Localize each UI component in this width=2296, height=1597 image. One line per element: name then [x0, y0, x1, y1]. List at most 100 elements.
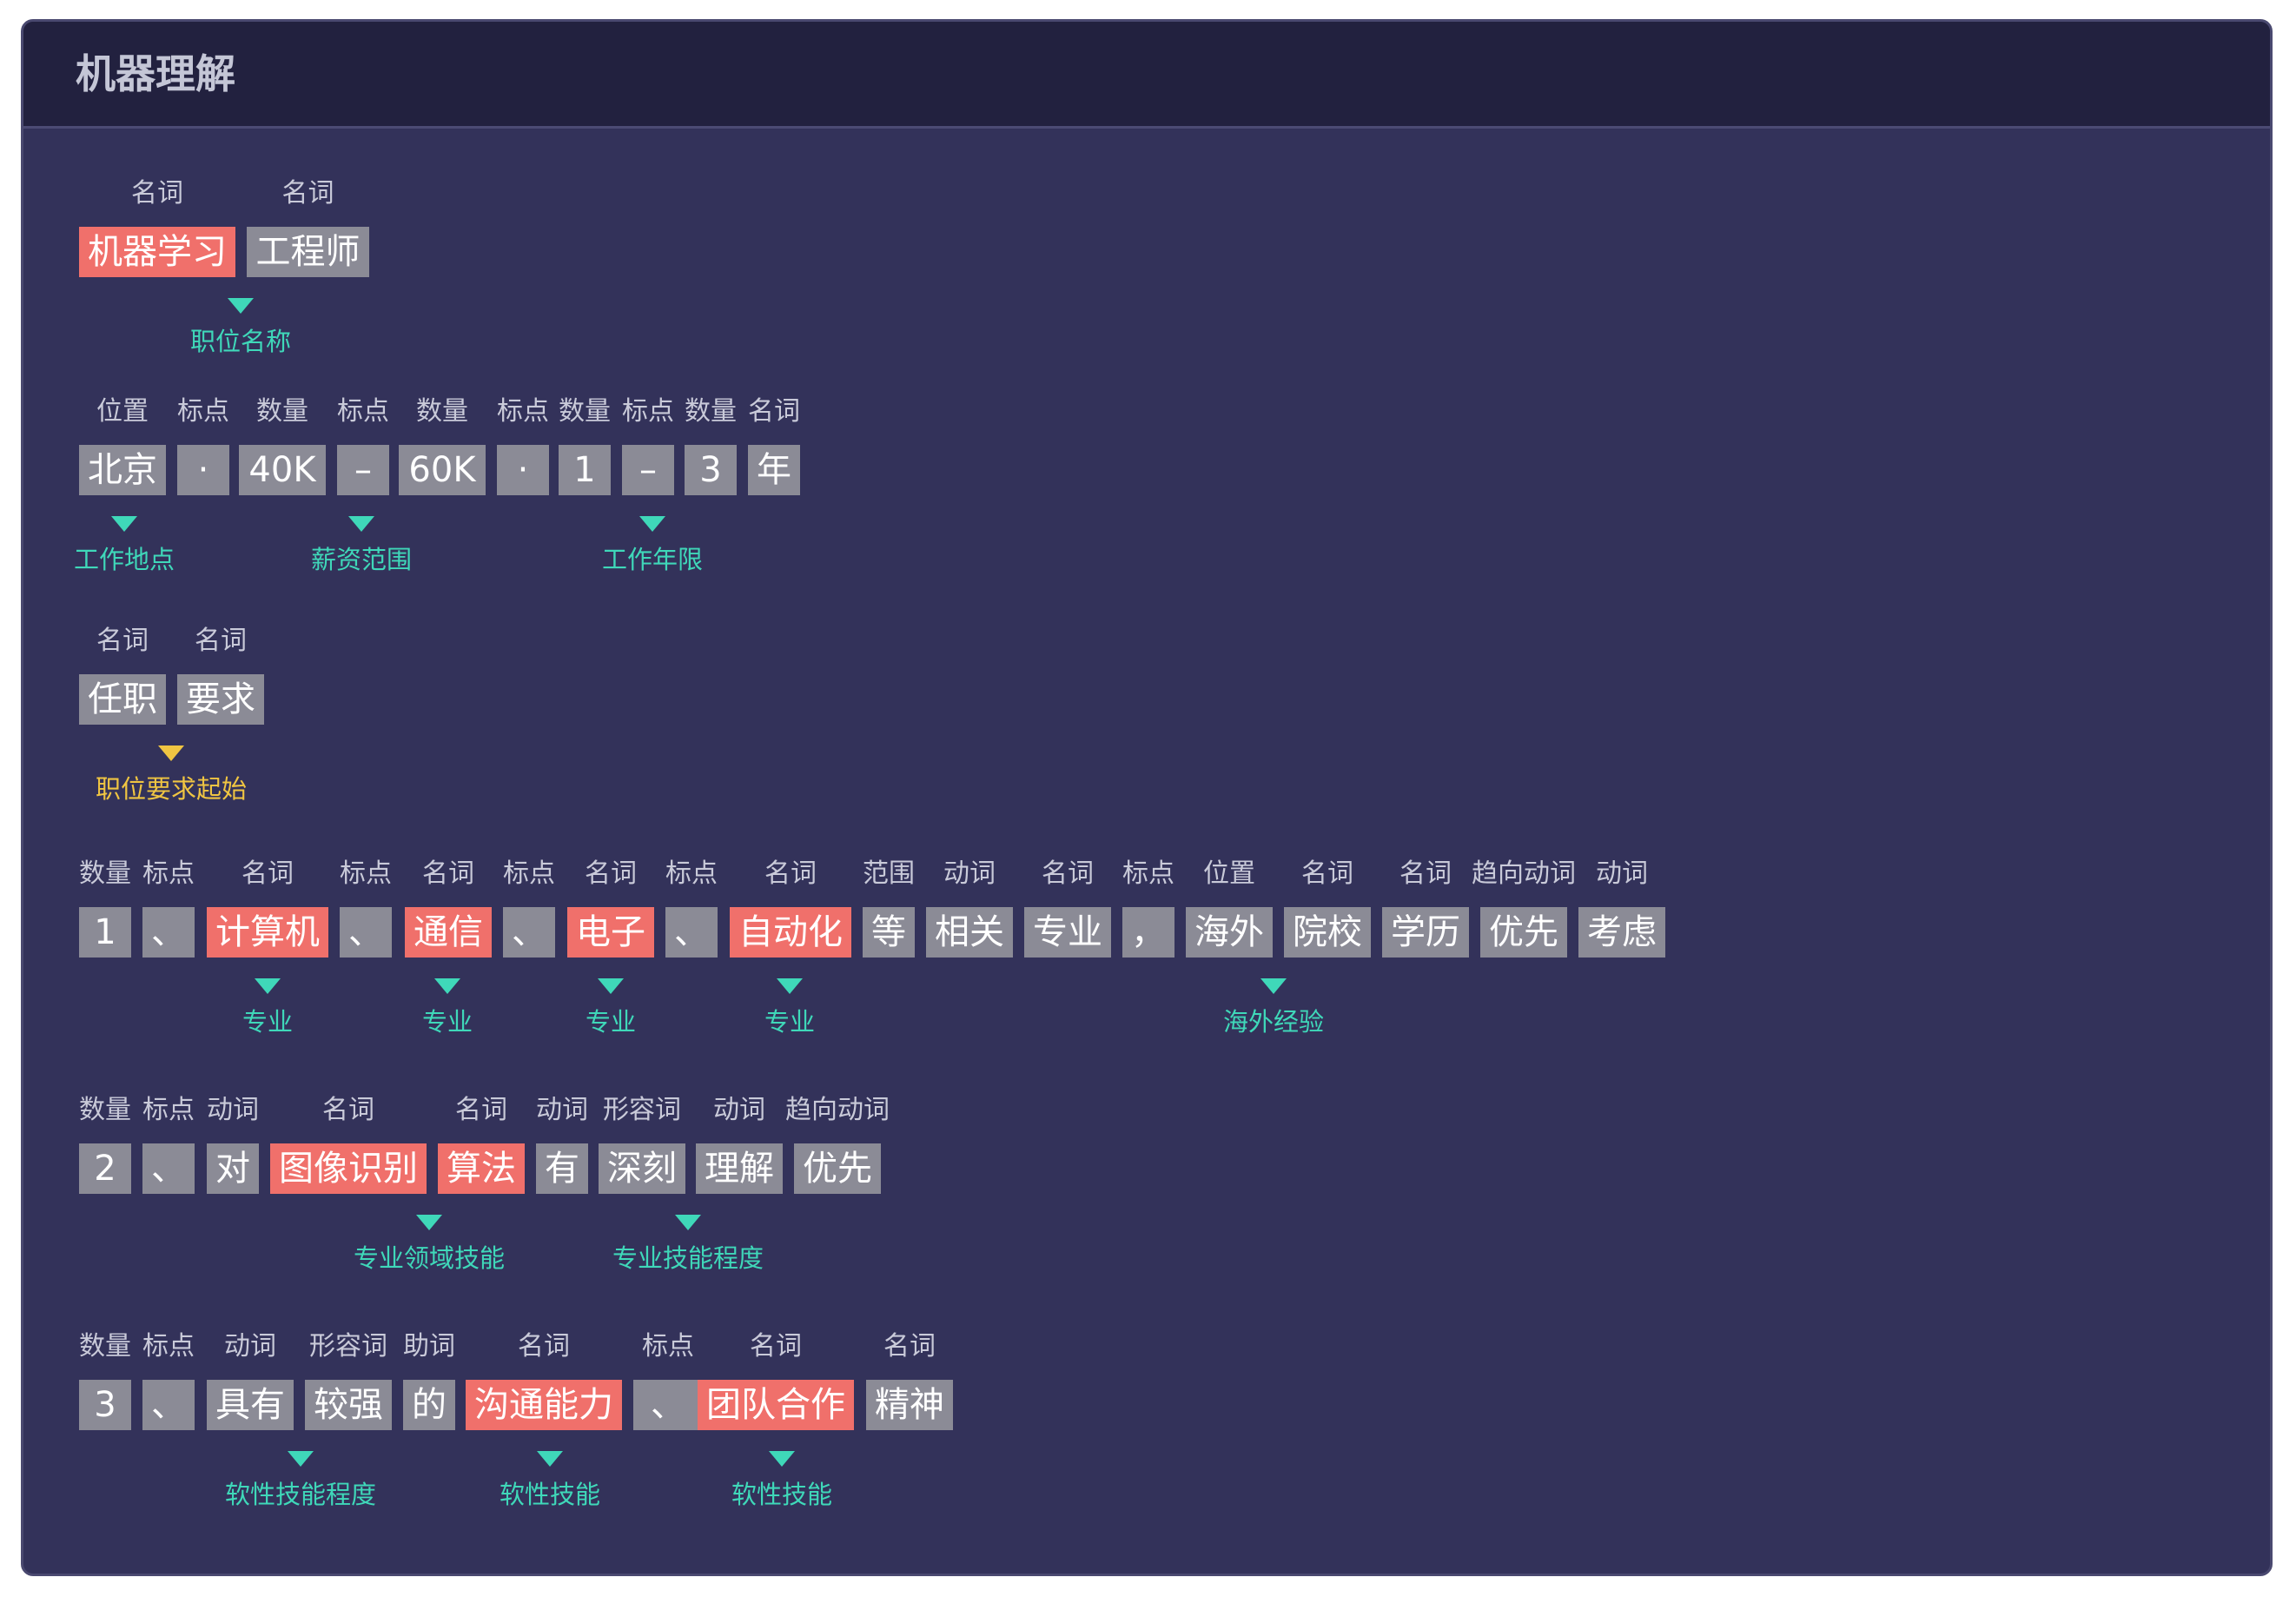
token-highlighted: 计算机	[207, 907, 328, 958]
token: 对	[207, 1143, 259, 1194]
pos-label: 名词	[1042, 858, 1094, 889]
token: 优先	[794, 1143, 881, 1194]
pos-label: 标点	[503, 858, 555, 889]
token: 、	[142, 1380, 195, 1430]
pos-label: 数量	[79, 1095, 131, 1125]
tag-arrow-icon	[639, 516, 665, 532]
token: 深刻	[599, 1143, 685, 1194]
token: ·	[177, 445, 229, 495]
token: 较强	[305, 1380, 392, 1430]
pos-label: 标点	[337, 396, 389, 427]
entity-tag-label: 专业	[421, 1007, 473, 1037]
pos-label: 名词	[748, 396, 800, 427]
token-highlighted: 算法	[438, 1143, 525, 1194]
pos-label: 标点	[340, 858, 392, 889]
tag-arrow-icon	[537, 1451, 563, 1467]
entity-tag-label: 软性技能	[731, 1480, 833, 1509]
token: 1	[559, 445, 611, 495]
token: 学历	[1382, 907, 1469, 958]
token: 的	[403, 1380, 455, 1430]
pos-label: 标点	[665, 858, 718, 889]
pos-label: 标点	[622, 396, 674, 427]
pos-label: 标点	[177, 396, 229, 427]
token: 院校	[1284, 907, 1371, 958]
tag-arrow-icon	[434, 978, 460, 994]
tag-arrow-icon	[158, 745, 184, 761]
pos-label: 标点	[142, 858, 195, 889]
pos-label: 助词	[403, 1331, 455, 1362]
pos-label: 名词	[195, 626, 247, 656]
token: 3	[685, 445, 737, 495]
token: 北京	[79, 445, 166, 495]
token: 、	[142, 1143, 195, 1194]
pos-label: 趋向动词	[785, 1095, 890, 1125]
pos-label: 形容词	[309, 1331, 387, 1362]
pos-label: 形容词	[603, 1095, 681, 1125]
token-highlighted: 沟通能力	[466, 1380, 622, 1430]
token: 工程师	[247, 227, 369, 277]
entity-tag-label: 软性技能程度	[224, 1480, 377, 1509]
panel-title: 机器理解	[76, 50, 235, 97]
tag-arrow-icon	[769, 1451, 795, 1467]
token: 、	[633, 1380, 703, 1430]
entity-tag-label: 专业	[242, 1007, 294, 1037]
token: 精神	[866, 1380, 953, 1430]
pos-label: 标点	[142, 1095, 195, 1125]
pos-label: 动词	[1596, 858, 1648, 889]
pos-label: 动词	[943, 858, 996, 889]
token: ，	[1122, 907, 1174, 958]
pos-label: 动词	[207, 1095, 259, 1125]
pos-label: 名词	[764, 858, 817, 889]
pos-label: 标点	[1122, 858, 1174, 889]
pos-label: 数量	[559, 396, 611, 427]
tag-arrow-icon	[228, 298, 254, 314]
token: 专业	[1024, 907, 1111, 958]
pos-label: 位置	[1203, 858, 1255, 889]
pos-label: 数量	[256, 396, 308, 427]
pos-label: 名词	[96, 626, 149, 656]
token: 40K	[239, 445, 326, 495]
pos-label: 范围	[863, 858, 915, 889]
pos-label: 数量	[79, 1331, 131, 1362]
token: 具有	[207, 1380, 294, 1430]
pos-label: 名词	[422, 858, 474, 889]
token-highlighted: 自动化	[730, 907, 851, 958]
pos-label: 标点	[642, 1331, 694, 1362]
token: –	[337, 445, 389, 495]
pos-label: 名词	[281, 178, 334, 209]
pos-label: 名词	[242, 858, 294, 889]
entity-tag-label: 工作年限	[601, 545, 704, 574]
pos-label: 名词	[883, 1331, 936, 1362]
token: 要求	[177, 674, 264, 725]
machine-understanding-panel: 机器理解 名词 机器学习 名词 工程师 职位名称 位置 北京 标点 · 数量 40K 标点 – 数量 60K…	[21, 19, 2273, 1576]
pos-label: 数量	[79, 858, 131, 889]
token: 、	[665, 907, 718, 958]
pos-label: 趋向动词	[1472, 858, 1576, 889]
pos-label: 名词	[1301, 858, 1353, 889]
token-highlighted: 团队合作	[698, 1380, 854, 1430]
token: 年	[748, 445, 800, 495]
token: 海外	[1186, 907, 1273, 958]
token: 考虑	[1578, 907, 1665, 958]
token: 、	[142, 907, 195, 958]
entity-tag-label: 软性技能	[499, 1480, 601, 1509]
pos-label: 位置	[96, 396, 149, 427]
pos-label: 名词	[750, 1331, 802, 1362]
token-highlighted: 图像识别	[270, 1143, 427, 1194]
pos-label: 动词	[224, 1331, 276, 1362]
entity-tag-label: 专业技能程度	[612, 1243, 764, 1273]
entity-tag-label: 专业领域技能	[353, 1243, 506, 1273]
entity-tag-label: 工作地点	[73, 545, 175, 574]
token: ·	[497, 445, 549, 495]
token-highlighted: 电子	[567, 907, 654, 958]
tag-arrow-icon	[777, 978, 803, 994]
tag-arrow-icon	[348, 516, 374, 532]
entity-tag-label: 专业	[764, 1007, 816, 1037]
token: 有	[536, 1143, 588, 1194]
entity-tag-label: 薪资范围	[310, 545, 413, 574]
tag-arrow-icon	[255, 978, 281, 994]
pos-label: 标点	[142, 1331, 195, 1362]
token: 、	[340, 907, 392, 958]
tag-arrow-icon	[1260, 978, 1287, 994]
token: 理解	[696, 1143, 783, 1194]
